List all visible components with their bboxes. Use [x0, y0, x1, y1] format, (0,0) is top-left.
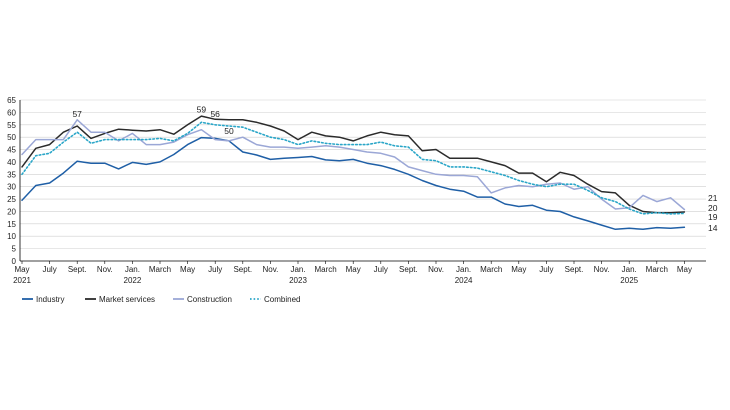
- x-tick-label: July: [208, 265, 222, 274]
- y-tick-label: 15: [7, 220, 16, 229]
- x-tick-label: Nov.: [594, 265, 610, 274]
- y-tick-label: 0: [12, 257, 17, 266]
- gridlines: [20, 99, 706, 249]
- x-tick-label: July: [539, 265, 553, 274]
- x-tick-label: May: [14, 265, 29, 274]
- x-tick-label: March: [149, 265, 171, 274]
- y-tick-label: 5: [12, 245, 17, 254]
- data-label: 57: [72, 109, 82, 119]
- legend-label: Construction: [187, 295, 232, 304]
- x-tick-label: May: [677, 265, 692, 274]
- x-tick-label: July: [42, 265, 56, 274]
- y-tick-label: 30: [7, 183, 16, 192]
- y-tick-label: 25: [7, 195, 16, 204]
- end-value-label: 20: [708, 203, 718, 213]
- x-tick-year-label: 2024: [455, 276, 473, 285]
- x-tick-year-label: 2022: [124, 276, 142, 285]
- end-value-label: 21: [708, 193, 718, 203]
- data-label: 56: [210, 109, 220, 119]
- x-tick-label: March: [646, 265, 668, 274]
- x-tick-label: Sept.: [565, 265, 584, 274]
- y-tick-label: 65: [7, 96, 16, 105]
- x-tick-label: March: [480, 265, 502, 274]
- data-label: 59: [197, 104, 207, 114]
- x-tick-label: Sept.: [399, 265, 418, 274]
- series-lines: [21, 115, 686, 231]
- y-tick-label: 50: [7, 133, 16, 142]
- x-tick-label: Nov.: [428, 265, 444, 274]
- x-tick-label: Jan.: [456, 265, 471, 274]
- legend-label: Market services: [99, 295, 155, 304]
- x-tick-label: May: [346, 265, 361, 274]
- x-tick-label: Nov.: [97, 265, 113, 274]
- x-tick-label: May: [180, 265, 195, 274]
- series-line-combined: [21, 121, 686, 215]
- x-tick-year-label: 2023: [289, 276, 307, 285]
- y-tick-label: 35: [7, 170, 16, 179]
- data-label: 50: [224, 126, 234, 136]
- y-tick-label: 20: [7, 207, 16, 216]
- x-tick-label: Jan.: [125, 265, 140, 274]
- x-tick-label: March: [314, 265, 336, 274]
- y-tick-label: 45: [7, 146, 16, 155]
- x-tick-label: Jan.: [622, 265, 637, 274]
- series-line-industry: [21, 136, 686, 231]
- x-tick-label: Nov.: [262, 265, 278, 274]
- y-tick-label: 10: [7, 232, 16, 241]
- x-tick-label: Jan.: [290, 265, 305, 274]
- series-line-market-services: [21, 115, 686, 214]
- x-tick-label: Sept.: [233, 265, 252, 274]
- end-value-label: 19: [708, 212, 718, 222]
- y-tick-label: 40: [7, 158, 16, 167]
- y-tick-label: 60: [7, 108, 16, 117]
- axes: [19, 100, 706, 262]
- legend-label: Combined: [264, 295, 300, 304]
- x-tick-year-label: 2025: [620, 276, 638, 285]
- x-tick-label: May: [511, 265, 526, 274]
- y-tick-labels: 0 5 10 15 20 25 30 35 40 45 50 55 60 65: [7, 96, 16, 266]
- end-value-label: 14: [708, 223, 718, 233]
- legend: Industry Market services Construction Combi…: [22, 295, 300, 304]
- x-tick-labels: May 2021 July Sept. Nov. Jan. 2022 March May July…: [13, 261, 692, 285]
- x-tick-year-label: 2021: [13, 276, 31, 285]
- x-tick-label: Sept.: [68, 265, 87, 274]
- y-tick-label: 55: [7, 121, 16, 130]
- series-line-construction: [21, 119, 686, 211]
- legend-label: Industry: [36, 295, 64, 304]
- x-tick-label: July: [374, 265, 388, 274]
